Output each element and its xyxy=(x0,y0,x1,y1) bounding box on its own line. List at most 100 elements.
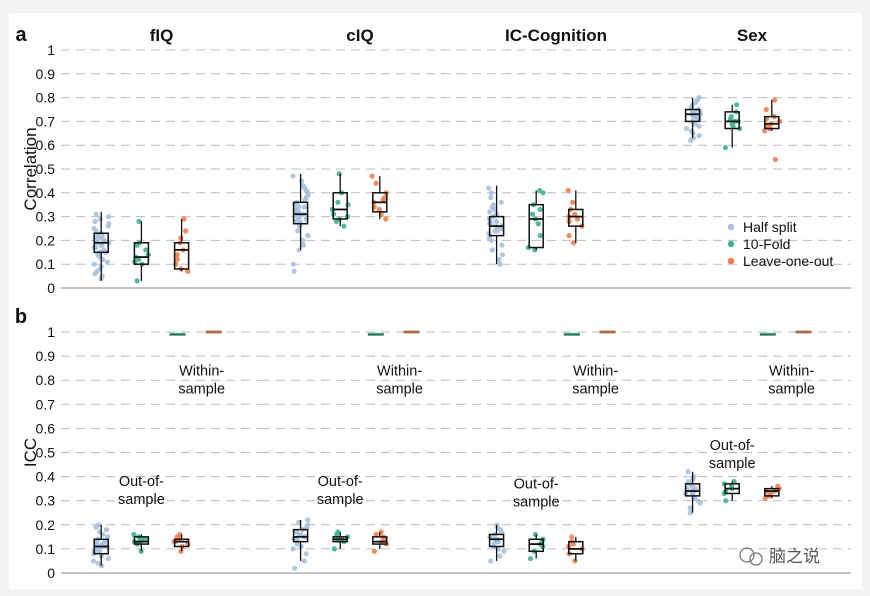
box xyxy=(684,108,701,123)
box xyxy=(332,192,348,220)
data-point xyxy=(532,531,538,538)
y-tick-label: 0.1 xyxy=(36,256,56,272)
data-point xyxy=(529,211,536,217)
data-point xyxy=(99,541,105,547)
data-point xyxy=(97,235,103,241)
data-point xyxy=(722,144,729,151)
data-point xyxy=(103,527,110,533)
annotation-within-sample: Within- xyxy=(377,363,422,379)
y-tick-label: 0.9 xyxy=(36,348,56,364)
data-point xyxy=(291,268,297,274)
data-point xyxy=(501,548,507,554)
data-point xyxy=(692,486,698,492)
data-point xyxy=(696,133,702,139)
data-point xyxy=(486,185,492,191)
box xyxy=(764,487,780,497)
data-point xyxy=(687,510,693,516)
data-point xyxy=(341,223,347,229)
data-point xyxy=(174,256,180,263)
data-point xyxy=(295,228,301,234)
data-point xyxy=(298,178,305,184)
annotation-within-sample: sample xyxy=(768,381,815,397)
y-tick-label: 1 xyxy=(47,324,55,340)
data-point xyxy=(345,202,351,208)
data-point xyxy=(290,173,296,179)
panel-label: a xyxy=(15,24,27,46)
subplot-title: cIQ xyxy=(346,26,373,45)
data-point xyxy=(685,478,692,485)
y-tick-label: 0.5 xyxy=(36,161,56,177)
data-point xyxy=(527,555,534,562)
y-tick-label: 0.4 xyxy=(36,185,56,201)
y-tick-label: 0.7 xyxy=(36,113,56,129)
data-point xyxy=(373,180,379,186)
data-point xyxy=(178,548,184,554)
data-point xyxy=(490,202,496,208)
y-axis-label: Correlation xyxy=(21,127,40,210)
y-tick-label: 0.7 xyxy=(36,396,56,412)
y-tick-label: 0 xyxy=(47,565,55,581)
data-point xyxy=(305,233,311,239)
box xyxy=(133,242,150,265)
box xyxy=(173,538,190,548)
data-point xyxy=(183,228,189,234)
data-point xyxy=(734,102,740,108)
data-point xyxy=(371,548,377,554)
data-point xyxy=(143,247,149,253)
data-point xyxy=(499,242,505,248)
data-point xyxy=(295,209,301,215)
data-point xyxy=(99,242,105,248)
watermark-text: 脑之说 xyxy=(769,547,820,566)
y-tick-label: 0.2 xyxy=(36,232,56,248)
data-point xyxy=(181,216,187,222)
data-point xyxy=(305,517,311,523)
data-point xyxy=(336,171,342,177)
data-point xyxy=(570,199,576,205)
data-point xyxy=(689,490,696,497)
chat-bubble-icon xyxy=(739,547,755,563)
annotation-out-of-sample: Out-of- xyxy=(514,477,559,493)
legend-label: Leave-one-out xyxy=(743,253,833,269)
annotation-within-sample: Within- xyxy=(573,363,618,379)
data-point xyxy=(497,553,503,559)
data-point xyxy=(728,483,735,489)
y-tick-label: 0.9 xyxy=(36,66,56,82)
data-point xyxy=(772,97,778,103)
data-point xyxy=(488,558,494,564)
annotation-out-of-sample: sample xyxy=(513,495,560,511)
chart-canvas: a Correlation 0 0.1 0.2 0.3 0.4 0.5 0.6 0.7 0.8 0.9… xyxy=(15,24,851,581)
y-tick-label: 0.1 xyxy=(36,541,56,557)
data-point xyxy=(729,121,735,127)
data-point xyxy=(105,214,112,220)
box xyxy=(292,528,309,543)
data-point xyxy=(569,534,575,540)
data-point xyxy=(376,206,382,213)
y-tick-label: 0.8 xyxy=(36,372,56,388)
data-point xyxy=(104,259,110,265)
data-point xyxy=(292,565,298,571)
annotation-within-sample: Within- xyxy=(179,363,224,379)
data-point xyxy=(696,95,702,101)
data-point xyxy=(95,560,101,566)
data-point xyxy=(138,548,144,554)
data-point xyxy=(574,216,581,222)
data-point xyxy=(134,278,140,284)
data-point xyxy=(373,531,379,538)
data-point xyxy=(488,194,494,201)
data-point xyxy=(300,242,307,248)
data-point xyxy=(335,529,341,535)
data-point xyxy=(565,187,571,194)
data-point xyxy=(762,128,768,134)
data-point xyxy=(101,247,107,253)
data-point xyxy=(487,209,493,215)
data-point xyxy=(185,268,191,274)
data-point xyxy=(570,240,577,246)
figure: a Correlation 0 0.1 0.2 0.3 0.4 0.5 0.6 0.7 0.8 0.9… xyxy=(9,13,862,589)
data-point xyxy=(687,505,693,511)
y-tick-label: 0.3 xyxy=(36,209,56,225)
box xyxy=(528,203,544,249)
box xyxy=(684,483,701,497)
data-point xyxy=(496,256,502,263)
data-point xyxy=(97,216,103,222)
